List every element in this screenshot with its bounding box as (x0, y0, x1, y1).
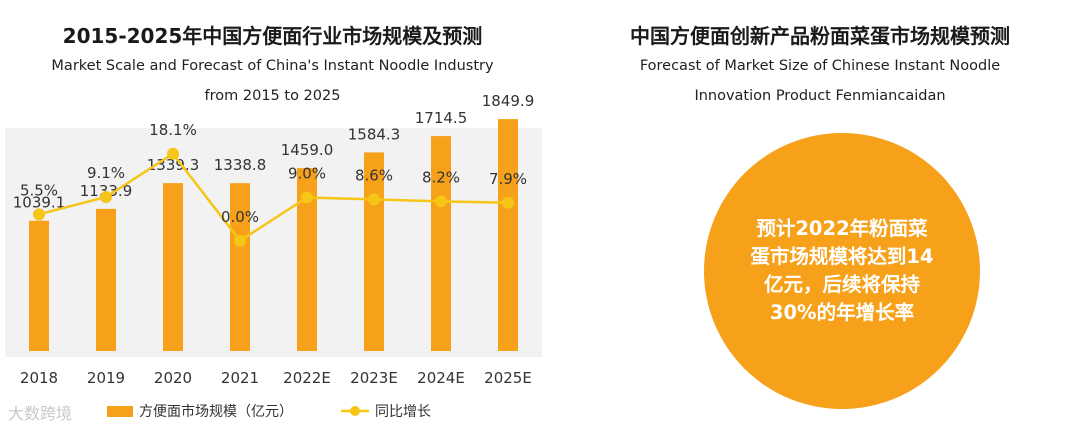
bar (431, 136, 451, 351)
bar (297, 168, 317, 351)
chart-title-cn: 2015-2025年中国方便面行业市场规模及预测 (62, 24, 483, 48)
growth-point (100, 191, 112, 204)
growth-value-label: 5.5% (20, 181, 58, 199)
chart-title-en-line1: Market Scale and Forecast of China's Ins… (51, 58, 494, 74)
x-tick-label: 2023E (350, 369, 398, 387)
forecast-circle: 预计2022年粉面菜蛋市场规模将达到14亿元，后续将保持30%的年增长率 (704, 133, 980, 409)
bar-value-label: 1584.3 (348, 125, 401, 143)
legend-line-label: 同比增长 (375, 404, 431, 420)
right-title-cn: 中国方便面创新产品粉面菜蛋市场规模预测 (630, 24, 1010, 48)
bar (96, 208, 116, 351)
growth-value-label: 0.0% (221, 208, 259, 226)
growth-point (502, 196, 514, 209)
legend-line: 同比增长 (341, 401, 431, 421)
legend-bar-label: 方便面市场规模（亿元） (139, 404, 293, 420)
chart-svg: 1039.120181133.920191339.320201338.82021… (13, 92, 535, 387)
bar-value-label: 1133.9 (80, 182, 133, 200)
bar-value-label: 1459.0 (281, 141, 334, 159)
x-tick-label: 2022E (283, 369, 331, 387)
bar-value-label: 1338.8 (214, 156, 267, 174)
growth-value-label: 8.2% (422, 168, 460, 186)
growth-value-label: 8.6% (355, 166, 393, 184)
x-tick-label: 2020 (154, 369, 192, 387)
watermark: 大数跨境 (8, 404, 73, 423)
bar (29, 220, 49, 351)
bar-value-label: 1714.5 (415, 109, 468, 127)
growth-point (167, 147, 179, 160)
growth-value-label: 9.0% (288, 165, 326, 183)
bar (163, 183, 183, 351)
right-title-en-line1: Forecast of Market Size of Chinese Insta… (639, 58, 1001, 74)
bar (498, 119, 518, 351)
growth-value-label: 7.9% (489, 170, 527, 188)
growth-point (368, 193, 380, 206)
x-tick-label: 2024E (417, 369, 465, 387)
legend-line-swatch (341, 406, 369, 416)
chart-title-en-line2: from 2015 to 2025 (204, 88, 341, 104)
right-panel: 中国方便面创新产品粉面菜蛋市场规模预测 Forecast of Market S… (560, 0, 1080, 433)
bar (230, 183, 250, 351)
growth-value-label: 9.1% (87, 164, 125, 182)
x-tick-label: 2018 (20, 369, 58, 387)
growth-point (33, 208, 45, 221)
x-tick-label: 2021 (221, 369, 259, 387)
x-tick-label: 2025E (484, 369, 532, 387)
growth-line (38, 152, 509, 243)
growth-point (435, 195, 447, 208)
bar-value-label: 1849.9 (482, 92, 535, 110)
left-chart-panel: 2015-2025年中国方便面行业市场规模及预测 Market Scale an… (5, 24, 542, 423)
plot-area (5, 128, 542, 357)
right-title-en-line2: Innovation Product Fenmiancaidan (694, 88, 946, 104)
legend-bar: 方便面市场规模（亿元） (107, 401, 293, 421)
legend-bar-swatch (107, 405, 133, 417)
bar-value-label: 1039.1 (13, 194, 66, 212)
growth-point (234, 234, 246, 247)
growth-value-label: 18.1% (149, 121, 197, 139)
x-tick-label: 2019 (87, 369, 125, 387)
growth-point (301, 191, 313, 204)
forecast-circle-text: 预计2022年粉面菜蛋市场规模将达到14亿元，后续将保持30%的年增长率 (750, 217, 934, 324)
